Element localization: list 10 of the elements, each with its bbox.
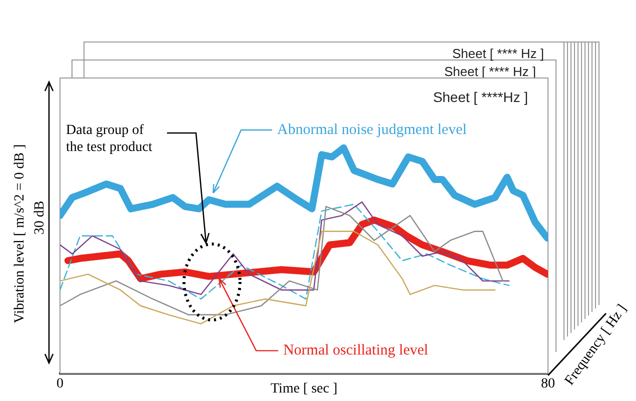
x-tick-label: 0 <box>56 376 64 392</box>
y-axis-title: Vibration level [ m/s^2 = 0 dB ] <box>12 144 28 324</box>
x-tick-label: 80 <box>541 376 555 392</box>
chart-title: Sheet [ ****Hz ] <box>433 88 528 105</box>
x-axis-title: Time [ sec ] <box>270 381 338 396</box>
annotation: Abnormal noise judgment level <box>277 122 467 138</box>
text: Sheet [ **** Hz ] <box>452 46 544 61</box>
annotation: Normal oscillating level <box>283 342 428 359</box>
annotation: Data group of the test product <box>66 122 152 156</box>
text: 30 dB <box>32 200 48 235</box>
